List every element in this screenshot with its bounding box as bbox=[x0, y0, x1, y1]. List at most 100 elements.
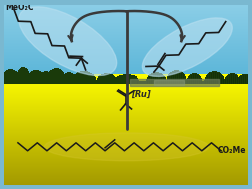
Bar bbox=[247, 75, 248, 84]
Bar bbox=[93, 75, 94, 84]
Bar bbox=[57, 68, 58, 84]
Bar bbox=[0, 68, 251, 69]
Bar bbox=[0, 106, 251, 107]
Bar bbox=[74, 74, 75, 84]
Bar bbox=[0, 36, 251, 37]
Bar bbox=[0, 9, 251, 10]
Bar bbox=[79, 72, 80, 84]
Bar bbox=[233, 74, 234, 84]
Bar bbox=[0, 82, 251, 83]
Bar bbox=[0, 66, 251, 67]
Bar bbox=[220, 74, 221, 84]
Bar bbox=[175, 70, 176, 84]
Bar bbox=[115, 77, 116, 84]
Bar bbox=[0, 32, 251, 33]
Bar bbox=[73, 75, 74, 84]
Text: [Ru]: [Ru] bbox=[131, 90, 151, 99]
Bar bbox=[0, 70, 251, 71]
Bar bbox=[90, 73, 91, 84]
Bar bbox=[0, 17, 251, 18]
Bar bbox=[124, 74, 125, 84]
Bar bbox=[32, 71, 33, 84]
Bar bbox=[16, 71, 17, 84]
Bar bbox=[0, 69, 251, 70]
Bar bbox=[101, 74, 102, 84]
Bar bbox=[136, 77, 137, 84]
Bar bbox=[234, 74, 235, 84]
Bar bbox=[234, 75, 235, 84]
Bar bbox=[0, 34, 251, 35]
Bar bbox=[211, 71, 212, 84]
Bar bbox=[54, 68, 55, 84]
Bar bbox=[0, 93, 251, 94]
Bar bbox=[0, 125, 251, 126]
Bar bbox=[80, 71, 81, 84]
Bar bbox=[243, 74, 244, 84]
Bar bbox=[0, 24, 251, 25]
Bar bbox=[1, 76, 2, 84]
Bar bbox=[119, 75, 120, 84]
Bar bbox=[0, 75, 251, 76]
Bar bbox=[0, 146, 251, 147]
Bar bbox=[20, 68, 21, 84]
Bar bbox=[172, 71, 173, 84]
Bar bbox=[0, 150, 251, 151]
Bar bbox=[244, 74, 245, 84]
Bar bbox=[186, 77, 187, 84]
Bar bbox=[0, 137, 251, 138]
Bar bbox=[0, 169, 251, 170]
Bar bbox=[162, 74, 163, 84]
Bar bbox=[107, 73, 108, 84]
Bar bbox=[188, 76, 189, 84]
Bar bbox=[15, 70, 16, 84]
Bar bbox=[0, 62, 251, 63]
Bar bbox=[0, 154, 251, 155]
Bar bbox=[146, 79, 147, 84]
Bar bbox=[0, 23, 251, 24]
Bar bbox=[0, 21, 251, 22]
Bar bbox=[0, 141, 251, 142]
Bar bbox=[218, 72, 219, 84]
Bar bbox=[2, 75, 3, 84]
Bar bbox=[111, 74, 112, 84]
Bar bbox=[142, 81, 143, 84]
Bar bbox=[0, 60, 251, 61]
Bar bbox=[50, 70, 51, 84]
Bar bbox=[0, 110, 251, 111]
Bar bbox=[192, 73, 193, 84]
Bar bbox=[0, 14, 251, 15]
Bar bbox=[0, 104, 251, 105]
Bar bbox=[207, 73, 208, 84]
Bar bbox=[0, 5, 251, 6]
Bar bbox=[106, 73, 107, 84]
Bar bbox=[163, 75, 164, 84]
Bar bbox=[96, 78, 97, 84]
Bar bbox=[97, 77, 98, 84]
Bar bbox=[0, 10, 251, 11]
Bar bbox=[229, 73, 230, 84]
Bar bbox=[129, 75, 130, 84]
Bar bbox=[225, 76, 226, 84]
Bar bbox=[0, 67, 251, 68]
Bar bbox=[89, 74, 90, 84]
Bar bbox=[0, 118, 251, 119]
Bar bbox=[238, 77, 239, 84]
Bar bbox=[0, 105, 251, 106]
Bar bbox=[0, 77, 251, 78]
Bar bbox=[0, 163, 251, 164]
Bar bbox=[152, 73, 153, 84]
Bar bbox=[0, 72, 251, 73]
Bar bbox=[159, 73, 160, 84]
Bar bbox=[61, 72, 62, 84]
Bar bbox=[170, 72, 171, 84]
Bar bbox=[135, 77, 136, 84]
Bar bbox=[0, 175, 251, 176]
Bar bbox=[8, 69, 9, 84]
Bar bbox=[0, 109, 251, 110]
Bar bbox=[30, 72, 31, 84]
Bar bbox=[83, 72, 84, 84]
Bar bbox=[185, 79, 186, 84]
Bar bbox=[9, 69, 10, 84]
Bar bbox=[247, 0, 251, 189]
Bar bbox=[179, 70, 180, 84]
